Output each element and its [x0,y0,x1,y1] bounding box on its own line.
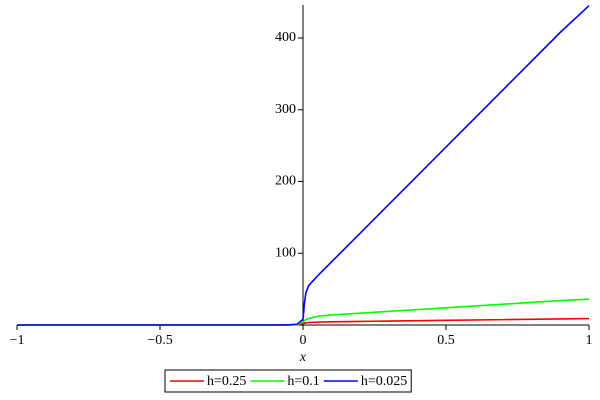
legend-box [164,369,412,393]
legend-label: h=0.1 [287,374,319,389]
x-axis-label: x [299,350,307,365]
legend-label: h=0.025 [361,374,407,389]
x-tick-label: −1 [10,333,25,348]
x-tick-label: 0.5 [437,333,455,348]
x-tick-label: 0 [300,333,307,348]
y-tick-label: 100 [275,245,296,260]
legend-label: h=0.25 [207,374,246,389]
y-tick-label: 200 [275,174,296,189]
x-tick-label: 1 [586,333,593,348]
y-tick-label: 300 [275,102,296,117]
x-tick-label: −0.5 [147,333,172,348]
y-tick-label: 400 [275,30,296,45]
series-line [17,5,590,326]
